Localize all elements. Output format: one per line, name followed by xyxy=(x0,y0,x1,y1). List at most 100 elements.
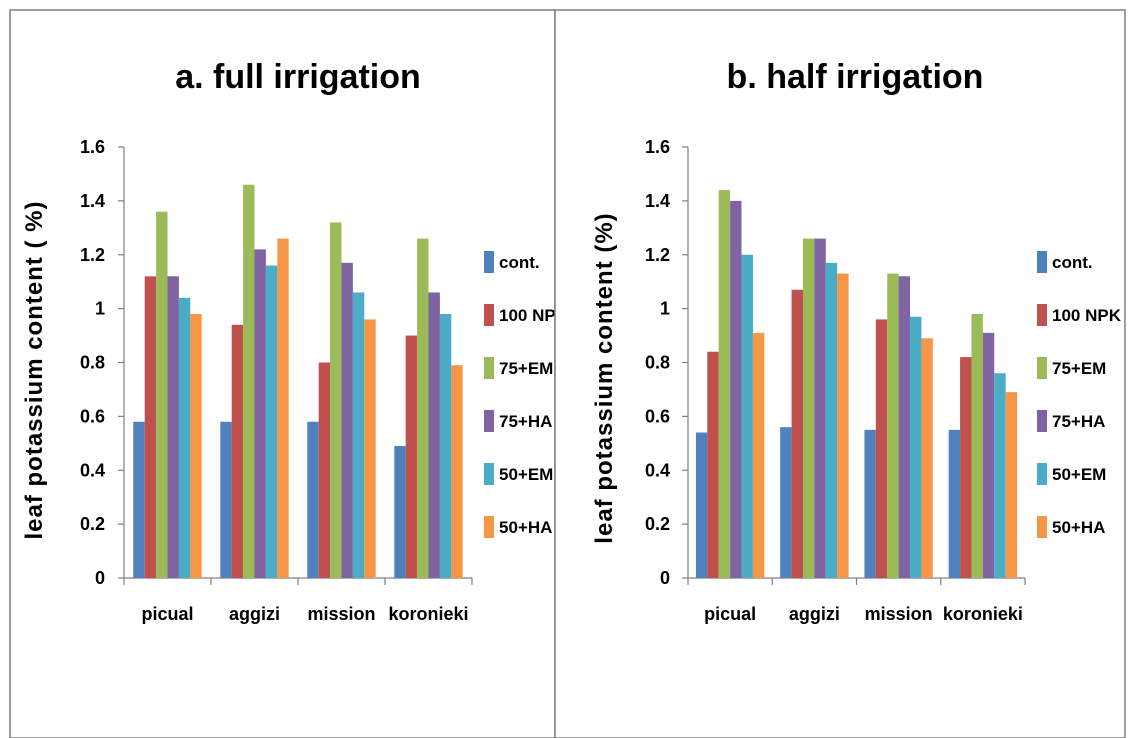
bar-aggizi-75-HA xyxy=(814,238,826,578)
bar-aggizi-50-HA xyxy=(277,238,289,578)
bar-koronieki-50-EM xyxy=(439,314,452,578)
bar-picual-75-EM xyxy=(156,211,168,578)
y-tick-label: 0.2 xyxy=(80,514,105,534)
bar-picual-50-EM xyxy=(178,297,191,578)
legend-swatch xyxy=(484,410,494,432)
bar-koronieki-50-EM xyxy=(994,373,1006,578)
y-tick-label: 0.6 xyxy=(80,406,105,426)
bar-koronieki-50-HA xyxy=(1005,392,1018,578)
y-tick-labels: 0 0.2 0.4 0.6 0.8 1 1.2 1.4 1.6 xyxy=(80,137,105,588)
chart-title: a. full irrigation xyxy=(175,58,421,96)
bar-mission-100-NPK xyxy=(875,319,888,578)
y-tick-labels: 0 0.2 0.4 0.6 0.8 1 1.2 1.4 1.6 xyxy=(645,137,670,588)
bar-aggizi-100-NPK xyxy=(791,289,803,578)
x-tick-label: mission xyxy=(865,604,933,624)
legend-label: 50+EM xyxy=(1052,465,1106,484)
x-tick-label: koronieki xyxy=(388,604,468,624)
legend-swatch xyxy=(1037,410,1047,432)
bar-aggizi-cont- xyxy=(220,421,232,578)
legend-label: cont. xyxy=(499,253,540,272)
y-tick-label: 0.4 xyxy=(80,460,105,480)
bar-picual-75-HA xyxy=(730,200,742,578)
y-tick-label: 1.2 xyxy=(80,245,105,265)
plot-area xyxy=(682,146,1026,585)
legend-swatch xyxy=(484,304,494,326)
bar-picual-50-HA xyxy=(190,314,202,578)
x-tick-label: koronieki xyxy=(943,604,1023,624)
y-axis-label: leaf potassium content ( %) xyxy=(21,200,48,539)
chart-title: b. half irrigation xyxy=(727,58,984,96)
y-tick-label: 0 xyxy=(95,568,105,588)
bar-koronieki-75-EM xyxy=(417,238,429,578)
legend-label: 75+HA xyxy=(499,412,552,431)
y-tick-label: 1 xyxy=(660,299,670,319)
legend-swatch xyxy=(1037,516,1047,538)
bar-mission-75-EM xyxy=(330,222,342,579)
y-tick-label: 0.8 xyxy=(80,353,105,373)
bar-koronieki-cont- xyxy=(948,429,961,578)
x-tick-label: picual xyxy=(141,604,193,624)
y-tick-label: 0.6 xyxy=(645,406,670,426)
legend-label: cont. xyxy=(1052,253,1093,272)
legend-swatch xyxy=(484,251,494,273)
y-tick-label: 0 xyxy=(660,568,670,588)
bar-aggizi-75-EM xyxy=(802,238,815,578)
legend-label: 100 NPK xyxy=(1052,306,1122,325)
legend-swatch xyxy=(484,516,494,538)
chart-panel-half-irrigation: b. half irrigation leaf potassium conten… xyxy=(554,9,1126,738)
x-tick-label: aggizi xyxy=(229,604,280,624)
bar-mission-cont- xyxy=(864,429,876,578)
bar-mission-50-HA xyxy=(921,338,933,578)
legend: cont. 100 NPK 75+EM 75+HA 50+EM 50+HA xyxy=(1037,251,1122,538)
legend-label: 50+EM xyxy=(499,465,553,484)
bar-koronieki-100-NPK xyxy=(405,335,418,578)
legend-swatch xyxy=(1037,357,1047,379)
y-tick-label: 0.2 xyxy=(645,514,670,534)
bar-picual-75-HA xyxy=(167,276,179,578)
bar-koronieki-75-HA xyxy=(428,292,440,578)
y-tick-label: 1.4 xyxy=(80,191,105,211)
legend-swatch xyxy=(484,463,494,485)
bar-aggizi-100-NPK xyxy=(231,324,244,578)
bar-aggizi-cont- xyxy=(780,427,792,578)
legend-swatch xyxy=(1037,304,1047,326)
y-tick-label: 0.8 xyxy=(645,353,670,373)
legend-label: 50+HA xyxy=(1052,518,1105,537)
legend-swatch xyxy=(1037,463,1047,485)
x-tick-label: picual xyxy=(704,604,756,624)
y-axis-label: leaf potassium content (%) xyxy=(591,212,618,543)
y-tick-label: 1.6 xyxy=(80,137,105,157)
bar-mission-75-HA xyxy=(341,262,353,578)
bar-koronieki-75-HA xyxy=(982,332,995,578)
bar-koronieki-75-EM xyxy=(971,314,983,578)
legend-swatch xyxy=(484,357,494,379)
y-tick-label: 1.4 xyxy=(645,191,670,211)
legend-swatch xyxy=(1037,251,1047,273)
plot-area xyxy=(118,146,473,585)
bar-picual-50-HA xyxy=(752,332,765,578)
bar-mission-100-NPK xyxy=(318,362,331,578)
y-tick-label: 1.2 xyxy=(645,245,670,265)
bar-picual-100-NPK xyxy=(707,351,719,578)
y-tick-label: 1 xyxy=(95,299,105,319)
bar-mission-50-EM xyxy=(910,316,922,578)
bar-picual-75-EM xyxy=(718,190,731,578)
y-tick-label: 0.4 xyxy=(645,460,670,480)
bar-aggizi-50-HA xyxy=(837,273,849,578)
bar-koronieki-cont- xyxy=(394,446,406,578)
legend-label: 75+HA xyxy=(1052,412,1105,431)
bar-picual-50-EM xyxy=(741,254,753,578)
bar-mission-75-HA xyxy=(898,276,911,578)
legend-label: 50+HA xyxy=(499,518,552,537)
x-tick-labels: picual aggizi mission koronieki xyxy=(141,604,468,624)
bar-aggizi-75-HA xyxy=(254,249,266,579)
chart-panel-full-irrigation: a. full irrigation leaf potassium conten… xyxy=(9,9,569,738)
bar-koronieki-100-NPK xyxy=(960,357,972,578)
bar-aggizi-50-EM xyxy=(825,262,838,578)
y-tick-label: 1.6 xyxy=(645,137,670,157)
legend-label: 100 NPK xyxy=(499,306,569,325)
bar-aggizi-50-EM xyxy=(265,265,278,578)
bar-mission-50-EM xyxy=(352,292,365,578)
legend: cont. 100 NPK 75+EM 75+HA 50+EM 50+HA xyxy=(484,251,569,538)
